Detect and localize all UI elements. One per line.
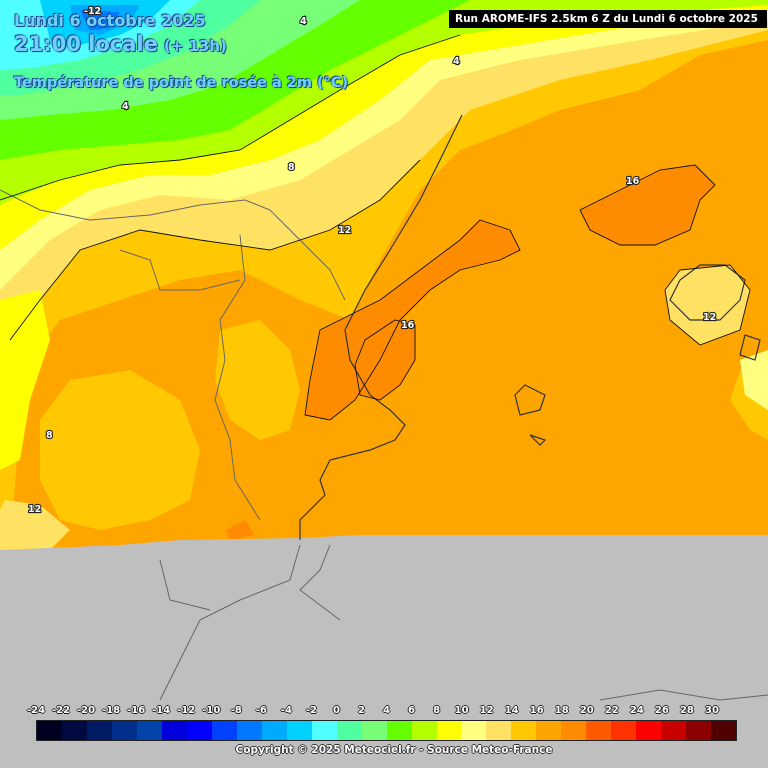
legend-tick-label: -14	[152, 705, 171, 716]
legend-tick-label: 2	[357, 705, 365, 716]
legend-tick-label: -6	[255, 705, 267, 716]
legend-tick-label: 10	[454, 705, 469, 716]
legend-tick-label: -4	[280, 705, 292, 716]
contour-label: 12	[28, 504, 41, 515]
legend-tick-label: -10	[202, 705, 221, 716]
coastlines	[299, 114, 761, 540]
contour-label: 4	[300, 16, 307, 27]
legend-tick-label: 26	[654, 705, 669, 716]
legend-ticks: -24 -22 -20 -18 -16 -14 -12 -10 -8 -6 -4 -2 0 2 4 6 8 10 1…	[25, 705, 750, 719]
legend-swatch	[561, 721, 587, 740]
legend-tick-label: 22	[604, 705, 619, 716]
parameter-title: Température de point de rosée à 2m (°C)	[14, 75, 349, 91]
legend-swatch	[661, 721, 687, 740]
legend-tick-label: 16	[529, 705, 544, 716]
contour-label: 8	[46, 430, 53, 441]
forecast-date: Lundi 6 octobre 2025	[14, 11, 206, 30]
legend-swatch	[386, 721, 412, 740]
contour-label: -12	[84, 6, 101, 17]
legend-tick-label: -20	[77, 705, 96, 716]
legend-swatch	[586, 721, 612, 740]
legend-tick-label: -22	[51, 705, 71, 716]
legend-swatch	[261, 721, 287, 740]
forecast-time: 21:00 locale (+ 13h)	[14, 34, 227, 55]
contour-label: 16	[401, 320, 415, 331]
legend-swatch	[436, 721, 462, 740]
legend-tick-label: 18	[554, 705, 569, 716]
contour-label: 12	[703, 312, 716, 323]
legend-tick-label: 12	[479, 705, 494, 716]
forecast-offset: (+ 13h)	[163, 37, 227, 55]
contour-label: 4	[122, 101, 129, 112]
legend-swatch	[486, 721, 512, 740]
no-data-area	[0, 535, 768, 768]
legend-tick-label: 4	[383, 705, 390, 716]
contour-labels: -12 4 4 4 8 12 16 16 12 8 12	[27, 5, 717, 516]
legend-swatch	[511, 721, 537, 740]
local-time: 21:00 locale	[14, 32, 158, 56]
legend-swatch	[636, 721, 662, 740]
legend-tick-label: 0	[332, 705, 340, 716]
legend-tick-label: -16	[127, 705, 146, 716]
legend-tick-label: -8	[230, 705, 242, 716]
legend-tick-label: -12	[177, 705, 196, 716]
legend-swatch	[611, 721, 637, 740]
contour-lines	[0, 34, 751, 421]
legend-swatch	[236, 721, 262, 740]
contour-label: 16	[626, 176, 640, 187]
legend-swatch	[37, 721, 62, 740]
legend-tick-label: 20	[579, 705, 594, 716]
legend-swatch	[86, 721, 112, 740]
legend-swatch	[186, 721, 212, 740]
legend-swatch	[211, 721, 237, 740]
legend-color-bar	[36, 720, 737, 741]
legend-tick-label: -24	[26, 705, 46, 716]
legend-tick-label: -18	[102, 705, 121, 716]
legend-tick-label: 14	[504, 705, 519, 716]
legend-swatch	[111, 721, 137, 740]
legend-tick-label: 6	[408, 705, 416, 716]
legend-swatch	[711, 721, 737, 740]
copyright-notice: Copyright © 2025 Meteociel.fr - Source M…	[235, 744, 553, 756]
legend-tick-label: 28	[679, 705, 694, 716]
legend-swatch	[311, 721, 337, 740]
contour-label: 8	[288, 162, 295, 173]
legend-tick-label: -2	[305, 705, 317, 716]
run-banner: Run AROME-IFS 2.5km 6 Z du Lundi 6 octob…	[449, 10, 767, 28]
legend-swatch	[336, 721, 362, 740]
legend-swatch	[411, 721, 437, 740]
legend-swatch	[686, 721, 712, 740]
legend-swatch	[536, 721, 562, 740]
borders	[0, 189, 768, 701]
legend-swatch	[61, 721, 87, 740]
legend-swatch	[461, 721, 487, 740]
contour-label: 4	[453, 56, 460, 67]
legend-swatch	[361, 721, 387, 740]
legend-swatch	[136, 721, 162, 740]
legend-tick-label: 8	[433, 705, 441, 716]
legend-tick-label: 30	[704, 705, 719, 716]
legend-tick-label: 24	[629, 705, 644, 716]
legend-swatch	[161, 721, 187, 740]
legend-swatch	[286, 721, 312, 740]
contour-label: 12	[338, 225, 351, 236]
